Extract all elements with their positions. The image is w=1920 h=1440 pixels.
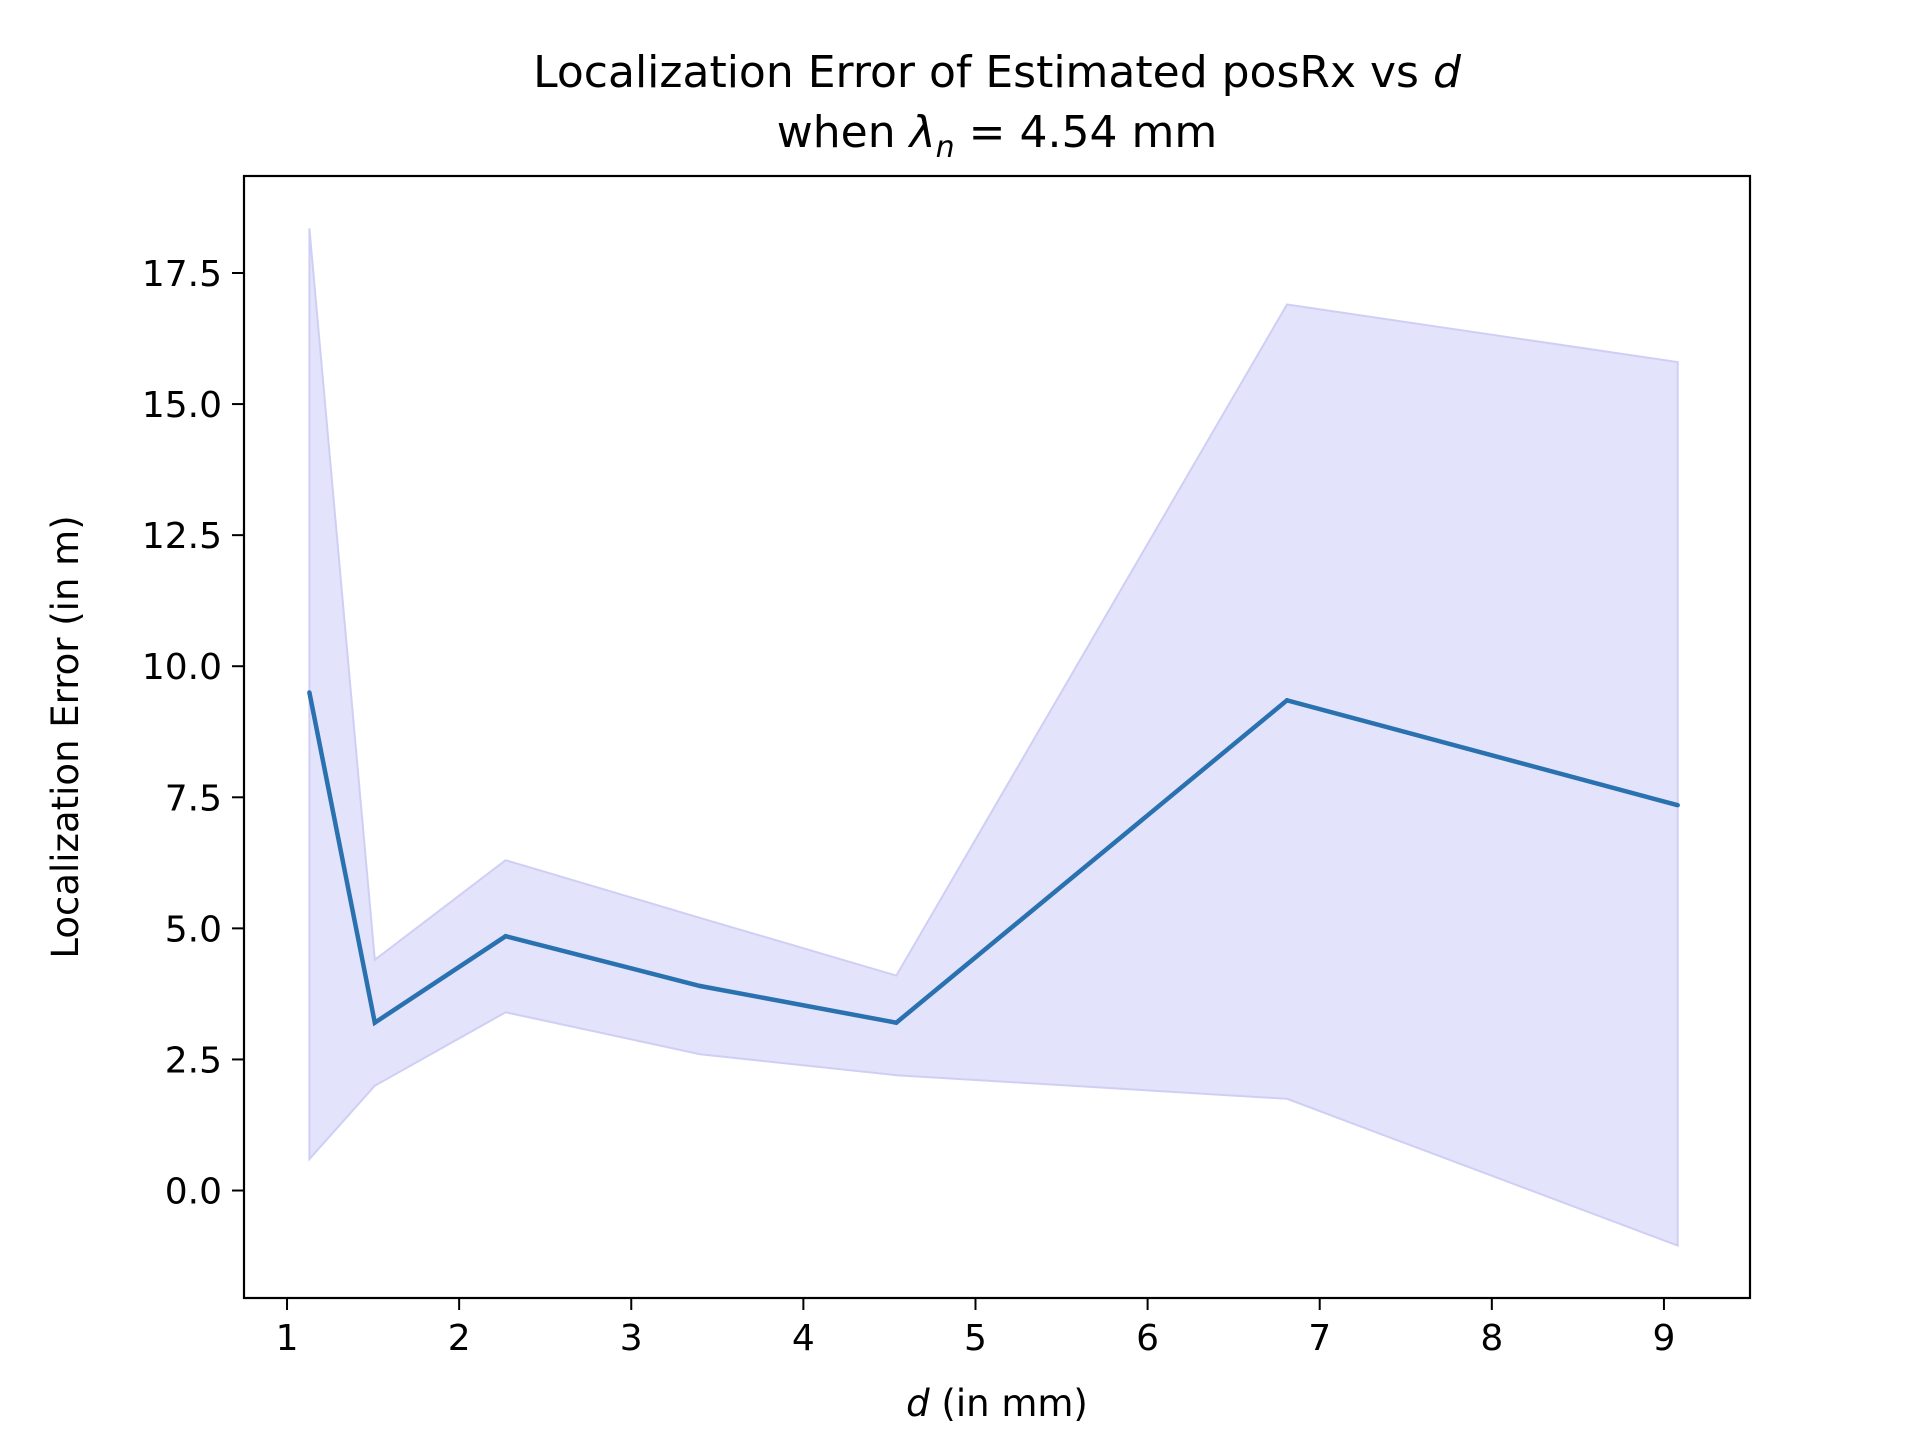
y-axis-label: Localization Error (in m) <box>44 515 87 958</box>
axes: 1 2 3 4 5 6 7 8 9 0.0 2.5 5.0 7.5 10.0 12.5 15.0 17.5 <box>142 174 1752 1359</box>
y-tick-label: 12.5 <box>142 516 222 557</box>
x-tick-label: 9 <box>1652 1318 1675 1359</box>
data-point <box>697 983 703 989</box>
chart-title-line-2: when λn = 4.54 mm <box>777 107 1217 165</box>
x-tick-label: 7 <box>1308 1318 1331 1359</box>
x-tick-label: 2 <box>448 1318 471 1359</box>
y-tick-label: 7.5 <box>165 778 222 819</box>
x-tick-label: 3 <box>620 1318 643 1359</box>
data-point <box>1675 803 1680 808</box>
x-tick-label: 8 <box>1480 1318 1503 1359</box>
data-point <box>1284 698 1290 703</box>
confidence-band-0 <box>308 228 1679 1248</box>
y-tick-label: 15.0 <box>142 385 222 426</box>
data-point <box>503 934 508 939</box>
x-axis-label: d (in mm) <box>906 1382 1088 1425</box>
x-tick-label: 1 <box>276 1318 299 1359</box>
data-point <box>307 690 312 695</box>
data-point <box>372 1020 377 1025</box>
y-tick-label: 5.0 <box>165 909 222 950</box>
y-tick-label: 2.5 <box>165 1040 222 1081</box>
y-tick-label: 0.0 <box>165 1172 222 1213</box>
chart-title-line-1: Localization Error of Estimated posRx vs… <box>533 47 1462 98</box>
x-tick-label: 6 <box>1136 1318 1159 1359</box>
chart-title: Localization Error of Estimated posRx vs… <box>533 47 1462 165</box>
y-tick-label: 10.0 <box>142 647 222 688</box>
plot-area <box>307 228 1680 1248</box>
x-tick-label: 5 <box>964 1318 987 1359</box>
x-tick-label: 4 <box>792 1318 815 1359</box>
y-tick-label: 17.5 <box>142 254 222 295</box>
plot-frame <box>242 174 1752 1300</box>
data-point <box>894 1020 899 1025</box>
